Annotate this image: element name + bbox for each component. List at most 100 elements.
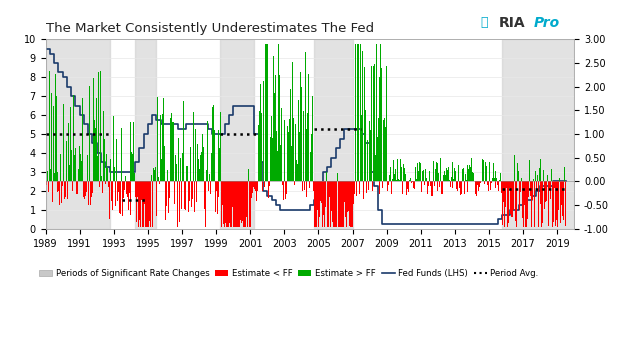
Bar [412, 181, 413, 183]
Bar [440, 158, 441, 181]
Bar [98, 77, 99, 181]
Bar [174, 181, 175, 204]
Bar [407, 181, 408, 189]
Bar [535, 170, 536, 181]
Bar [564, 167, 565, 181]
Bar [303, 110, 304, 181]
Bar [220, 181, 222, 214]
Bar [310, 152, 311, 181]
Bar [459, 181, 460, 188]
Bar [193, 112, 194, 181]
Bar [556, 181, 557, 220]
Bar [285, 181, 286, 199]
Bar [257, 181, 258, 191]
Bar [146, 181, 147, 227]
Bar [372, 181, 373, 191]
Bar [369, 121, 370, 181]
Bar [466, 180, 467, 181]
Bar [132, 181, 134, 200]
Bar [295, 124, 296, 181]
Bar [275, 75, 276, 181]
Bar [316, 181, 317, 227]
Bar [313, 181, 314, 191]
Bar [47, 172, 48, 181]
Bar [454, 181, 456, 198]
Bar [183, 175, 185, 181]
Bar [308, 74, 309, 181]
Bar [142, 181, 143, 227]
Bar [178, 138, 179, 181]
Bar [59, 152, 61, 181]
Bar [401, 167, 402, 181]
Bar [269, 181, 270, 186]
Bar [223, 181, 224, 224]
Bar [208, 181, 209, 191]
Text: Pro: Pro [534, 16, 560, 30]
Bar [254, 181, 255, 190]
Bar [447, 170, 448, 181]
Bar [230, 181, 231, 227]
Bar [386, 66, 387, 181]
Bar [90, 181, 91, 205]
Bar [194, 181, 195, 211]
Bar [301, 87, 302, 181]
Bar [390, 179, 391, 181]
Bar [274, 115, 275, 181]
Bar [229, 181, 230, 227]
Bar [520, 181, 521, 192]
Bar [396, 181, 397, 191]
Bar [394, 181, 395, 187]
Bar [545, 181, 546, 202]
Bar [271, 137, 273, 181]
Bar [266, 44, 267, 181]
Bar [80, 181, 81, 200]
Bar [362, 47, 363, 181]
Bar [395, 169, 396, 181]
Bar [241, 181, 242, 227]
Bar [290, 89, 291, 181]
Bar [182, 153, 183, 181]
Bar [291, 157, 292, 181]
Bar [306, 181, 307, 197]
Bar [507, 181, 508, 227]
Bar [125, 176, 126, 181]
Legend: Periods of Significant Rate Changes, Estimate < FF, Estimate > FF, Fed Funds (LH: Periods of Significant Rate Changes, Est… [36, 266, 542, 282]
Bar [323, 181, 324, 215]
Bar [527, 174, 529, 181]
Bar [240, 181, 241, 220]
Bar [204, 181, 205, 209]
Bar [464, 181, 465, 194]
Bar [249, 181, 250, 227]
Bar [251, 181, 252, 198]
Bar [392, 179, 393, 181]
Bar [289, 181, 290, 190]
Bar [328, 181, 329, 227]
Bar [123, 181, 124, 198]
Bar [209, 174, 210, 181]
Bar [537, 175, 538, 181]
Bar [477, 181, 478, 185]
Bar [210, 181, 211, 194]
Bar [109, 181, 110, 220]
Bar [554, 181, 555, 188]
Bar [320, 181, 321, 201]
Bar [179, 181, 180, 222]
Bar [66, 141, 67, 181]
Bar [557, 181, 558, 227]
Bar [61, 181, 62, 203]
Bar [375, 63, 376, 181]
Bar [492, 178, 493, 181]
Bar [497, 160, 498, 181]
Bar [264, 181, 265, 187]
Bar [108, 181, 109, 187]
Bar [528, 181, 529, 197]
Bar [502, 39, 574, 229]
Bar [351, 181, 352, 227]
Bar [508, 181, 509, 200]
Bar [441, 181, 442, 193]
Bar [180, 158, 181, 181]
Bar [121, 128, 122, 181]
Bar [312, 96, 313, 181]
Bar [265, 44, 266, 181]
Bar [79, 146, 80, 181]
